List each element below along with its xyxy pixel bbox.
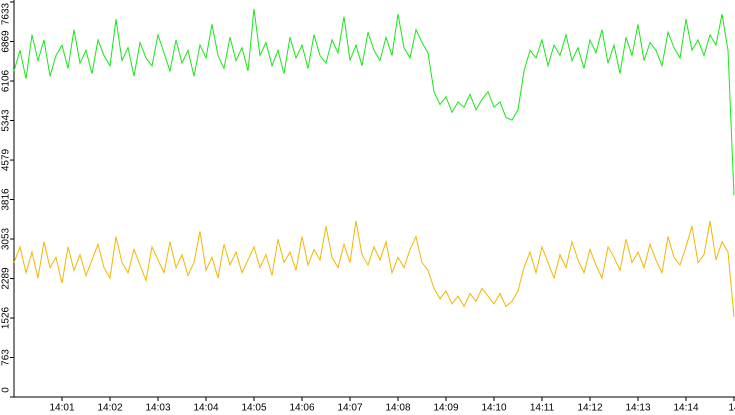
x-tick-label: 14:08 (385, 403, 410, 414)
y-tick-label: 2289 (1, 267, 12, 290)
series-line (13, 221, 735, 317)
series-line (13, 8, 735, 196)
y-tick-label: 6869 (1, 30, 12, 53)
x-tick-label: 14:12 (577, 403, 602, 414)
x-tick-label: 14:01 (49, 403, 74, 414)
x-tick-label: 14:13 (625, 403, 650, 414)
x-tick-label: 14:09 (433, 403, 458, 414)
x-tick-label: 14:05 (241, 403, 266, 414)
x-tick-label: 14:11 (530, 403, 555, 414)
x-tick-label: 14:10 (481, 403, 506, 414)
y-tick-label: 6106 (1, 69, 12, 92)
x-tick-label: 14 (728, 403, 735, 414)
x-tick-label: 14:02 (97, 403, 122, 414)
x-tick-label: 14:07 (337, 403, 362, 414)
y-tick-label: 4579 (1, 148, 12, 171)
y-tick-label: 3053 (1, 227, 12, 250)
y-tick-label: 0 (1, 387, 12, 393)
x-tick-label: 14:04 (193, 403, 218, 414)
x-tick-label: 14:14 (673, 403, 698, 414)
y-tick-label: 7633 (1, 2, 12, 25)
y-tick-label: 3816 (1, 188, 12, 211)
y-tick-label: 763 (1, 349, 12, 366)
x-tick-label: 14:03 (145, 403, 170, 414)
y-tick-label: 5343 (1, 109, 12, 132)
y-tick-label: 1526 (1, 306, 12, 329)
x-tick-label: 14:06 (289, 403, 314, 414)
